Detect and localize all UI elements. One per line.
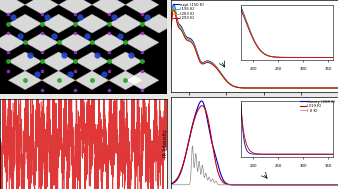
Polygon shape [8, 52, 42, 71]
Line: expt (150 K): expt (150 K) [171, 4, 338, 88]
Polygon shape [0, 33, 25, 52]
expt (150 K) [172, 3, 176, 5]
Polygon shape [92, 0, 125, 14]
(195 K) [169, 26, 173, 28]
Polygon shape [25, 33, 58, 52]
(293 K) [284, 87, 288, 89]
Polygon shape [8, 71, 42, 90]
Polygon shape [92, 33, 125, 52]
Legend: theory (268 K), (319 K), ( 0 K): theory (268 K), (319 K), ( 0 K) [299, 99, 336, 113]
expt (150 K) [299, 87, 303, 89]
Polygon shape [58, 0, 92, 14]
Line: (263 K): (263 K) [171, 8, 338, 88]
Y-axis label: arb. units: arb. units [163, 34, 168, 58]
Polygon shape [142, 14, 176, 33]
(293 K) [336, 87, 338, 89]
( 0 K) [169, 184, 173, 186]
Polygon shape [109, 14, 142, 33]
Polygon shape [58, 33, 92, 52]
Polygon shape [0, 0, 25, 14]
Polygon shape [42, 71, 75, 90]
( 0 K) [237, 184, 241, 186]
(319 K) [284, 184, 288, 186]
(195 K) [172, 5, 176, 7]
theory (268 K) [199, 100, 203, 102]
expt (150 K) [242, 87, 246, 89]
(293 K) [299, 87, 303, 89]
(195 K) [299, 87, 303, 89]
(195 K) [302, 87, 306, 89]
Polygon shape [125, 71, 159, 90]
theory (268 K) [242, 184, 246, 186]
(263 K) [169, 27, 173, 29]
expt (150 K) [284, 87, 288, 89]
(293 K) [237, 86, 241, 89]
theory (268 K) [186, 144, 190, 146]
Polygon shape [109, 71, 142, 90]
Polygon shape [75, 52, 109, 71]
Polygon shape [125, 0, 159, 14]
(319 K) [200, 105, 204, 107]
Polygon shape [125, 33, 159, 52]
Polygon shape [109, 52, 142, 71]
( 0 K) [252, 184, 257, 186]
(293 K) [186, 40, 190, 42]
(263 K) [302, 87, 306, 89]
theory (268 K) [299, 184, 303, 186]
theory (268 K) [169, 183, 173, 185]
Polygon shape [8, 14, 42, 33]
Line: ( 0 K): ( 0 K) [171, 146, 338, 185]
(319 K) [242, 184, 246, 186]
(263 K) [284, 87, 288, 89]
theory (268 K) [336, 184, 338, 186]
( 0 K) [242, 184, 246, 186]
(319 K) [237, 184, 241, 186]
Polygon shape [42, 14, 75, 33]
theory (268 K) [237, 184, 241, 186]
Y-axis label: IR Intensity: IR Intensity [163, 129, 168, 157]
(293 K) [172, 8, 176, 10]
Polygon shape [75, 14, 109, 33]
Polygon shape [25, 0, 58, 14]
expt (150 K) [237, 86, 241, 89]
Line: (293 K): (293 K) [171, 9, 338, 88]
(263 K) [172, 6, 176, 9]
(319 K) [186, 145, 190, 147]
(319 K) [336, 184, 338, 186]
(319 K) [302, 184, 306, 186]
Polygon shape [42, 52, 75, 71]
(263 K) [237, 86, 241, 89]
(319 K) [299, 184, 303, 186]
(319 K) [169, 183, 173, 185]
expt (150 K) [302, 87, 306, 89]
(293 K) [169, 28, 173, 31]
expt (150 K) [169, 25, 173, 27]
(263 K) [299, 87, 303, 89]
(195 K) [242, 87, 246, 89]
Line: (195 K): (195 K) [171, 6, 338, 88]
(263 K) [186, 39, 190, 41]
(293 K) [302, 87, 306, 89]
Line: theory (268 K): theory (268 K) [171, 101, 338, 185]
(195 K) [336, 87, 338, 89]
Legend: expt (150 K), (195 K), (263 K), (293 K): expt (150 K), (195 K), (263 K), (293 K) [173, 2, 205, 21]
Line: (319 K): (319 K) [171, 106, 338, 185]
( 0 K) [299, 184, 304, 186]
( 0 K) [336, 184, 338, 186]
(195 K) [186, 38, 190, 40]
expt (150 K) [186, 37, 190, 39]
theory (268 K) [284, 184, 288, 186]
(263 K) [242, 87, 246, 89]
Polygon shape [75, 71, 109, 90]
( 0 K) [303, 184, 307, 186]
( 0 K) [284, 184, 288, 186]
(263 K) [336, 87, 338, 89]
( 0 K) [186, 184, 190, 186]
expt (150 K) [336, 87, 338, 89]
( 0 K) [190, 145, 194, 147]
theory (268 K) [302, 184, 306, 186]
(293 K) [242, 87, 246, 89]
(195 K) [237, 86, 241, 89]
(195 K) [284, 87, 288, 89]
